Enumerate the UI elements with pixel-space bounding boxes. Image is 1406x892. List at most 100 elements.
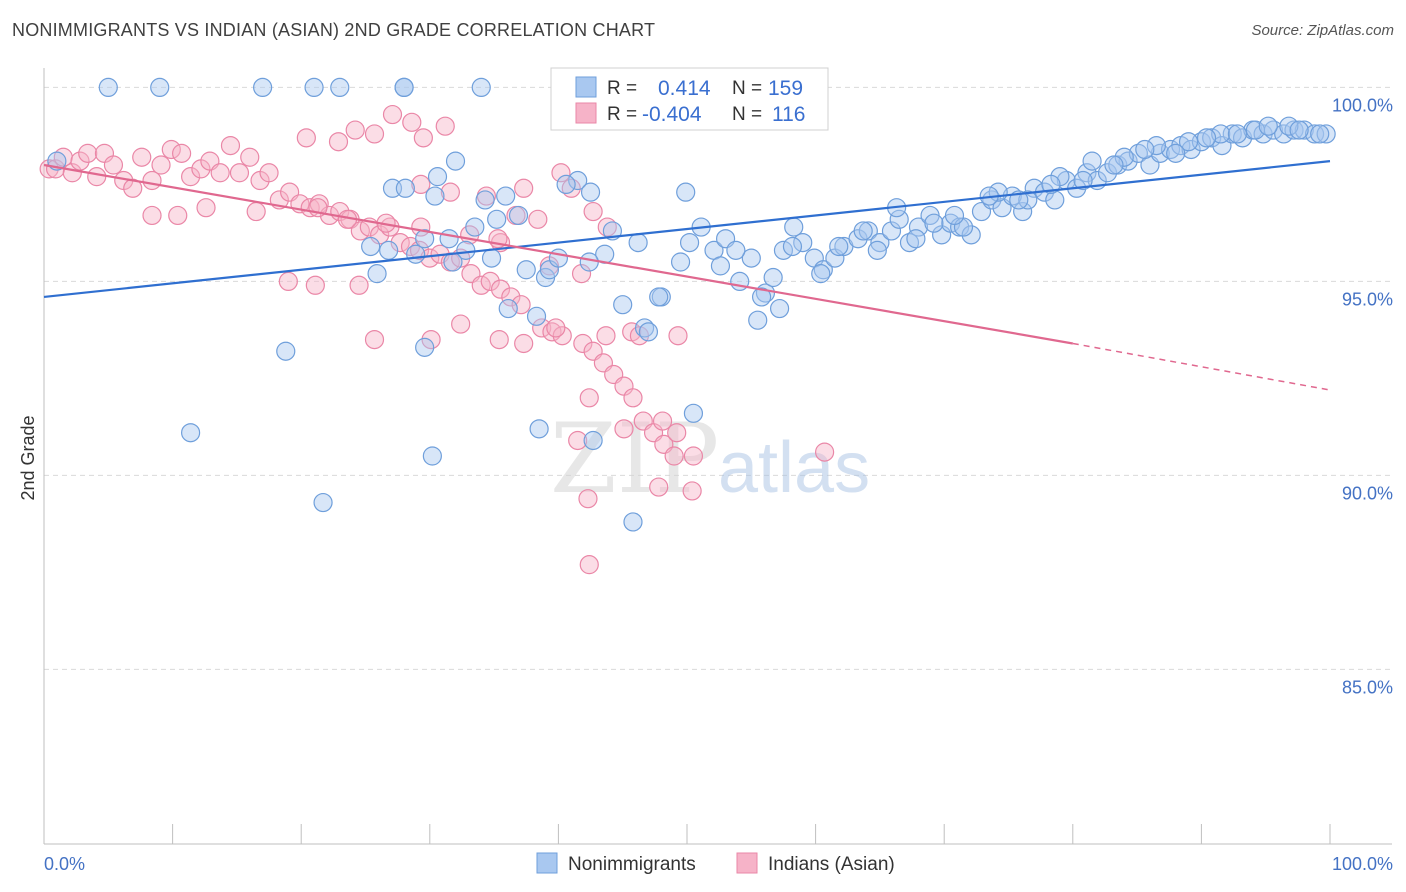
indians-asian-point-22 <box>240 147 260 167</box>
indians-asian-point-101 <box>435 116 455 136</box>
nonimmigrants-point-57 <box>881 221 902 241</box>
indians-asian-point-105 <box>296 128 316 148</box>
nonimmigrants-point-16 <box>415 337 435 357</box>
nonimmigrants-point-138 <box>1135 139 1155 160</box>
nonimmigrants-point-99 <box>1316 124 1336 144</box>
axis-layer <box>43 68 1392 845</box>
nonimmigrants-point-101 <box>683 403 704 423</box>
nonimmigrants-point-49 <box>793 233 813 253</box>
nonimmigrants-point-135 <box>1041 174 1061 194</box>
stats-n-value-1: 159 <box>768 77 803 100</box>
nonimmigrants-point-103 <box>623 512 643 532</box>
indians-asian-point-96 <box>614 419 634 439</box>
tick-labels: 100.0% 95.0% 90.0% 85.0% 0.0% 100.0% <box>43 95 1393 874</box>
indians-asian-point-21 <box>229 163 250 183</box>
nonimmigrants-point-130 <box>867 240 887 260</box>
legend-label-nonimmigrants: Nonimmigrants <box>568 854 696 875</box>
y-tick-label-2: 90.0% <box>1342 483 1393 503</box>
nonimmigrants-point-14 <box>395 178 415 198</box>
nonimmigrants-point-136 <box>1073 170 1093 191</box>
nonimmigrants-point-152 <box>443 252 463 272</box>
nonimmigrants-point-150 <box>361 236 381 257</box>
nonimmigrants-point-43 <box>741 248 761 268</box>
nonimmigrants-point-65 <box>961 225 981 245</box>
x-tick-label-1: 100.0% <box>1332 854 1393 874</box>
nonimmigrants-point-26 <box>526 306 547 326</box>
indians-asian-point-4 <box>70 151 90 171</box>
nonimmigrants-point-29 <box>548 248 569 268</box>
trend-line-nonimmigrants <box>43 160 1331 299</box>
nonimmigrants-point-104 <box>529 419 549 439</box>
nonimmigrants-point-142 <box>1258 116 1278 136</box>
nonimmigrants-point-121 <box>1211 124 1231 144</box>
indians-asian-point-81 <box>349 275 369 295</box>
indians-asian-point-112 <box>583 201 603 222</box>
indians-asian-point-62 <box>664 446 684 466</box>
indians-asian-point-63 <box>142 205 162 226</box>
indians-asian-point-80 <box>305 275 325 295</box>
indians-asian-point-74 <box>571 264 592 284</box>
series-nonimmigrants-points <box>47 77 1336 532</box>
nonimmigrants-point-140 <box>1196 128 1217 148</box>
indians-asian-point-6 <box>87 167 107 187</box>
nonimmigrants-point-35 <box>638 322 659 342</box>
nonimmigrants-point-86 <box>1181 139 1201 160</box>
indians-asian-point-102 <box>413 128 433 148</box>
nonimmigrants-point-21 <box>475 190 495 210</box>
nonimmigrants-point-12 <box>367 264 387 284</box>
watermark-atlas: atlas <box>718 428 870 508</box>
nonimmigrants-point-38 <box>679 233 700 253</box>
indians-asian-point-48 <box>501 287 521 307</box>
nonimmigrants-point-15 <box>406 244 426 264</box>
stats-legend-frame <box>550 67 829 131</box>
stats-r-value-2: -0.404 <box>642 103 702 126</box>
indians-asian-point-24 <box>259 163 279 183</box>
nonimmigrants-point-46 <box>763 267 783 288</box>
nonimmigrants-point-132 <box>944 205 965 226</box>
stats-r-label-1: R = <box>607 78 637 99</box>
indians-asian-point-114 <box>528 209 548 229</box>
indians-asian-point-19 <box>210 163 230 183</box>
indians-asian-point-104 <box>328 132 349 152</box>
indians-asian-point-52 <box>552 326 572 346</box>
nonimmigrants-point-112 <box>924 213 944 233</box>
nonimmigrants-point-33 <box>613 295 633 315</box>
indians-asian-point-103 <box>364 124 385 144</box>
indians-asian-point-91 <box>568 430 588 451</box>
stats-r-label-2: R = <box>607 104 637 125</box>
indians-asian-point-14 <box>161 139 181 160</box>
nonimmigrants-point-30 <box>568 170 588 191</box>
indians-asian-point-90 <box>668 326 688 346</box>
nonimmigrants-point-107 <box>751 287 772 307</box>
indians-asian-point-15 <box>172 143 192 163</box>
indians-asian-point-109 <box>514 178 534 198</box>
nonimmigrants-point-31 <box>580 182 601 202</box>
nonimmigrants-point-143 <box>1289 120 1309 140</box>
indians-asian-point-94 <box>682 481 702 501</box>
x-tick-label-0: 0.0% <box>44 854 85 874</box>
y-tick-label-0: 100.0% <box>1332 95 1393 115</box>
nonimmigrants-point-10 <box>181 423 201 443</box>
nonimmigrants-point-154 <box>445 151 466 171</box>
indians-asian-point-49 <box>511 295 531 315</box>
indians-asian-point-76 <box>652 411 673 431</box>
nonimmigrants-point-109 <box>811 264 831 284</box>
indians-asian-point-37 <box>390 233 410 253</box>
nonimmigrants-point-22 <box>481 248 502 268</box>
nonimmigrants-point-1 <box>98 77 118 98</box>
indians-asian-point-86 <box>514 333 534 354</box>
legend-label-indians: Indians (Asian) <box>768 854 895 875</box>
indians-asian-point-93 <box>649 477 669 497</box>
nonimmigrants-point-139 <box>1166 143 1186 163</box>
indians-asian-point-5 <box>78 143 98 163</box>
trend-lines <box>43 160 1331 391</box>
nonimmigrants-point-125 <box>676 182 696 202</box>
nonimmigrants-point-48 <box>784 217 804 237</box>
nonimmigrants-point-153 <box>516 260 536 280</box>
indians-asian-point-53 <box>573 333 593 354</box>
indians-asian-point-77 <box>683 446 704 466</box>
indians-asian-point-16 <box>181 167 201 187</box>
indians-asian-point-117 <box>579 555 599 575</box>
stats-r-value-1: 0.414 <box>658 77 711 100</box>
